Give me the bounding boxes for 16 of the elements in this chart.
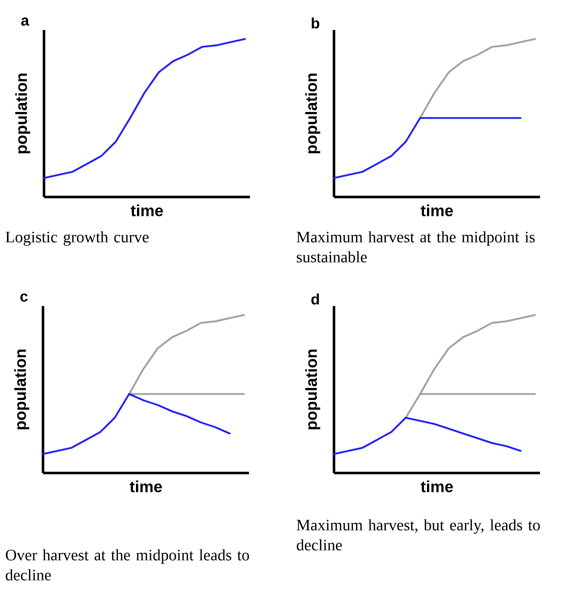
chart-title: c bbox=[20, 294, 28, 302]
text: Maximum harvest, but early, leads to decline bbox=[296, 519, 540, 550]
y-axis-title: population bbox=[15, 74, 30, 154]
text: Logistic growth curve bbox=[6, 231, 149, 246]
chart-title: d bbox=[311, 294, 319, 305]
x-axis-title: time bbox=[130, 204, 163, 216]
text: Over harvest at the midpoint leads to decline bbox=[6, 549, 249, 580]
x-axis-title: time bbox=[130, 480, 162, 492]
chart-title: b bbox=[312, 18, 320, 29]
x-axis-title: time bbox=[420, 204, 453, 216]
chart-title: a bbox=[21, 18, 30, 26]
y-axis-title: population bbox=[305, 350, 320, 430]
text: Maximum harvest at the midpoint is sustainable bbox=[296, 231, 535, 262]
y-axis-title: population bbox=[14, 350, 30, 430]
x-axis-title: time bbox=[420, 480, 453, 492]
y-axis-title: population bbox=[305, 74, 320, 154]
